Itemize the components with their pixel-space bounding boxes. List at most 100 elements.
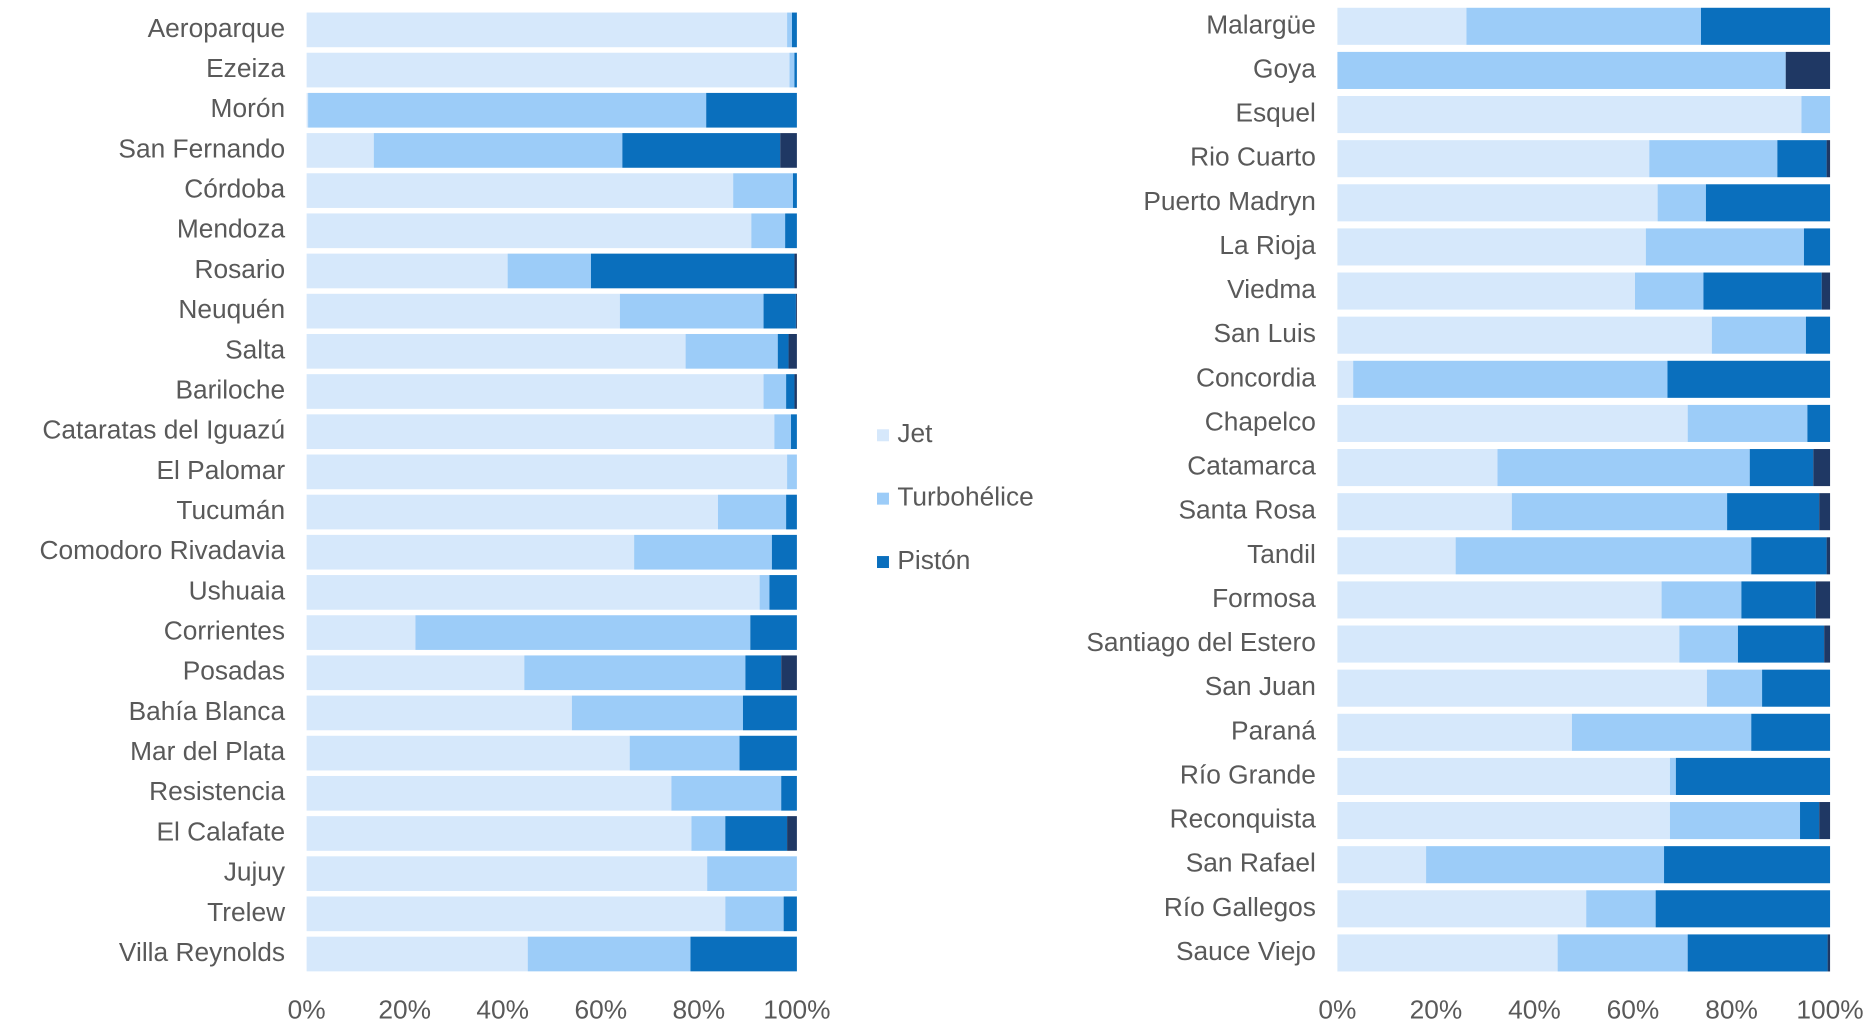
bar-segment [1703, 272, 1822, 310]
bar-segment [1337, 537, 1456, 575]
category-label: Tandil [1247, 539, 1316, 569]
category-label: El Calafate [156, 816, 285, 846]
bar-segment [1337, 713, 1572, 751]
category-label: Comodoro Rivadavia [40, 535, 286, 565]
bar-segment [306, 454, 788, 490]
bar-segment [671, 775, 782, 811]
bar-segment [1669, 757, 1676, 795]
category-label: San Luis [1214, 318, 1316, 348]
bar-segment [306, 936, 528, 972]
bar-segment [763, 293, 796, 329]
bar-segment [1337, 493, 1512, 531]
category-label: Ushuaia [189, 575, 286, 605]
bar-segment [789, 52, 795, 88]
bar-segment [308, 92, 707, 128]
bar-segment [783, 896, 797, 932]
x-tick-label: 60% [1607, 995, 1660, 1025]
bar-segment [306, 52, 790, 88]
bar-segment [1805, 316, 1831, 354]
bar-segment [1801, 96, 1831, 134]
category-label: Santiago del Estero [1086, 627, 1316, 657]
category-label: Bahía Blanca [129, 696, 286, 726]
bar-segment [787, 12, 792, 48]
bar-segment [725, 896, 784, 932]
bar-segment [786, 494, 797, 530]
x-tick-label: 100% [763, 995, 830, 1025]
bar-segment [750, 615, 797, 650]
bar-segment [1337, 846, 1427, 884]
x-tick-label: 40% [1508, 995, 1561, 1025]
bar-segment [1661, 581, 1742, 619]
bar-segment [306, 374, 764, 409]
category-label: Resistencia [149, 776, 285, 806]
category-label: Viedma [1227, 274, 1316, 304]
bar-segment [1667, 360, 1831, 398]
bar-segment [1706, 669, 1763, 707]
category-label: Aeroparque [148, 13, 285, 43]
bar-segment [1819, 802, 1831, 840]
bar-segment [1821, 272, 1831, 310]
x-tick-label: 80% [673, 995, 726, 1025]
bar-segment [306, 12, 788, 48]
bar-segment [1655, 890, 1831, 928]
bar-segment [1337, 360, 1354, 398]
bar-segment [707, 856, 797, 891]
bar-segment [1751, 713, 1831, 751]
bar-segment [1741, 581, 1816, 619]
bar-segment [634, 534, 772, 570]
bar-segment [306, 92, 309, 128]
category-label: Villa Reynolds [119, 937, 285, 967]
bar-segment [739, 735, 797, 771]
bar-segment [1819, 493, 1831, 531]
bar-segment [794, 374, 797, 409]
bar-segment [742, 695, 797, 731]
bar-segment [780, 133, 797, 168]
bar-segment [745, 655, 782, 691]
bar-segment [1337, 625, 1680, 663]
bar-segment [1657, 184, 1706, 222]
bar-segment [786, 374, 795, 409]
bar-segment [1337, 140, 1650, 178]
bar-segment [1455, 537, 1752, 575]
bar-segment [781, 775, 797, 811]
legend-label: Turbohélice [897, 482, 1033, 512]
category-label: Reconquista [1170, 804, 1317, 834]
category-label: La Rioja [1219, 230, 1316, 260]
bar-segment [306, 253, 508, 289]
bar-segment [1675, 757, 1831, 795]
bar-segment [1800, 802, 1820, 840]
bar-segment [622, 133, 781, 168]
bar-segment [774, 414, 792, 450]
category-label: Chapelco [1205, 406, 1316, 436]
bar-segment [306, 896, 726, 932]
bar-segment [1497, 449, 1750, 487]
bar-segment [777, 333, 789, 369]
bar-segment [1803, 228, 1831, 266]
x-tick-label: 40% [476, 995, 529, 1025]
bar-segment [791, 12, 797, 48]
category-label: San Fernando [118, 133, 285, 163]
bar-segment [1337, 757, 1670, 795]
bar-segment [306, 414, 775, 450]
x-tick-label: 60% [574, 995, 627, 1025]
bar-segment [306, 655, 525, 691]
bar-segment [306, 213, 752, 249]
bar-segment [1762, 669, 1831, 707]
bar-segment [507, 253, 591, 289]
x-tick-label: 0% [288, 995, 326, 1025]
bar-segment [1815, 581, 1831, 619]
category-label: Neuquén [178, 294, 285, 324]
bar-segment [725, 816, 788, 851]
bar-segment [1705, 184, 1831, 222]
legend-swatch [877, 429, 889, 442]
bar-segment [590, 253, 795, 289]
bar-segment [781, 655, 797, 691]
bar-segment [306, 856, 708, 891]
bar-segment [1337, 96, 1802, 134]
bar-segment [1337, 802, 1670, 840]
bar-segment [1826, 537, 1831, 575]
category-label: Salta [225, 334, 285, 364]
bar-segment [1824, 625, 1831, 663]
bar-segment [306, 173, 734, 208]
